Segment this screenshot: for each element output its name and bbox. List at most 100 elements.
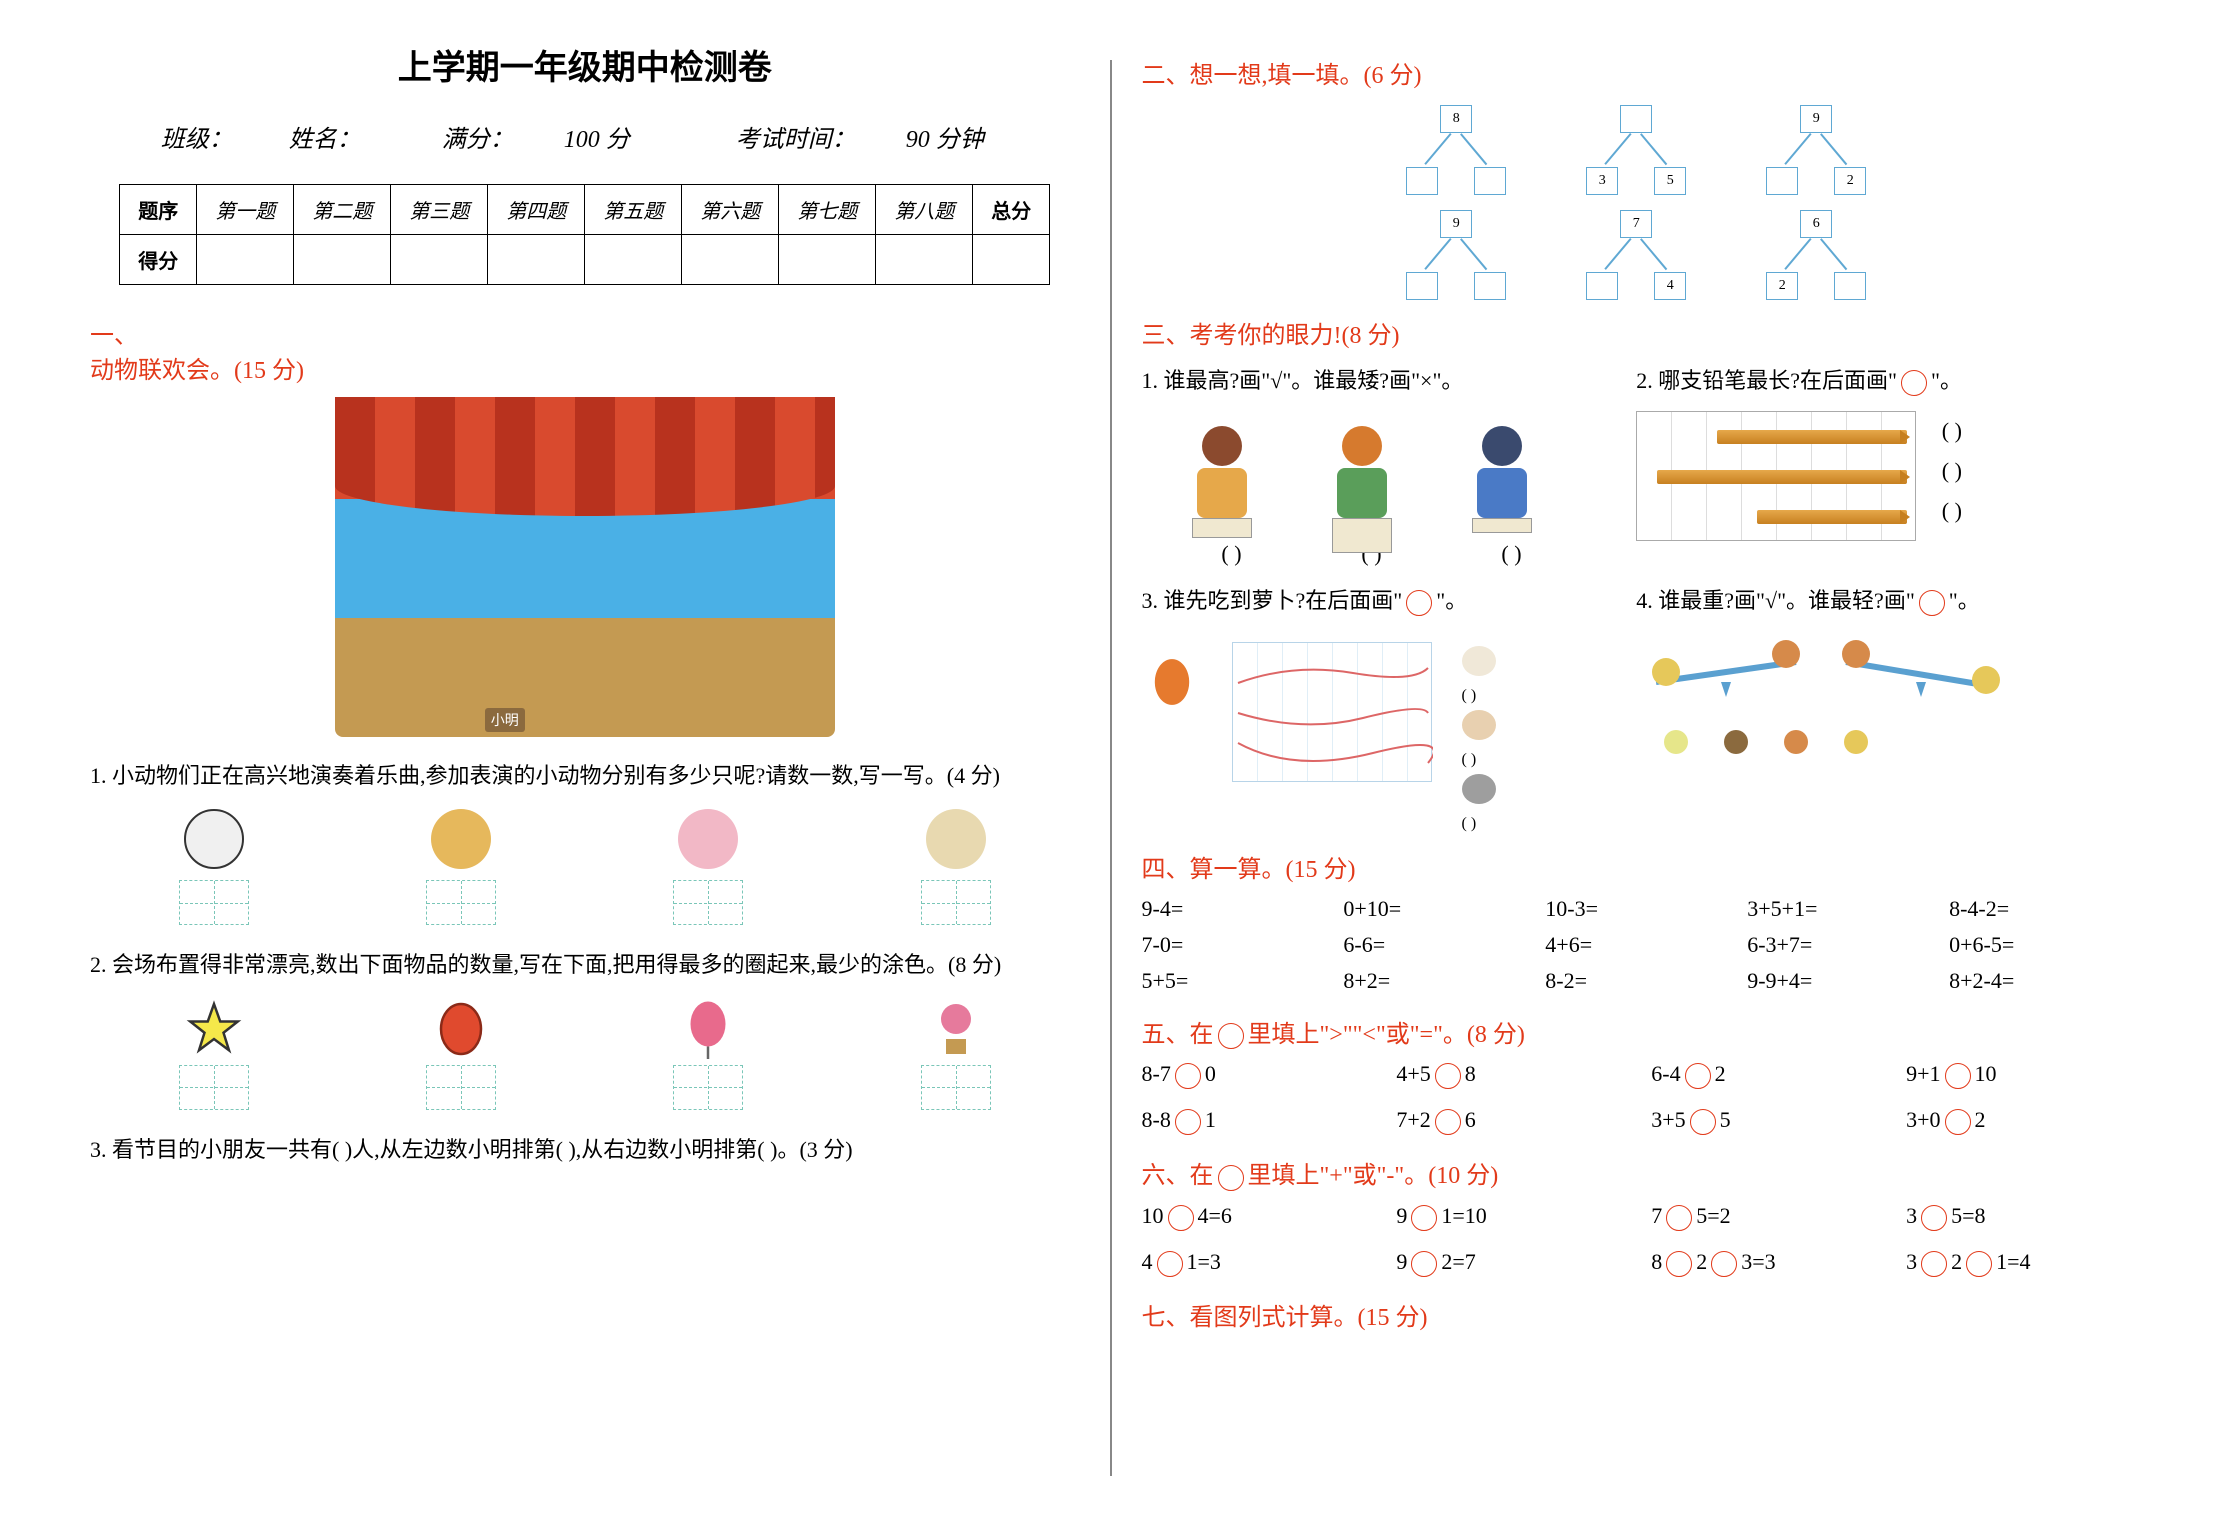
circle-icon [1919,590,1945,616]
flower-pot-icon [926,999,986,1059]
panda-icon [184,809,244,869]
section2-heading: 二、想一想,填一填。(6 分) [1142,55,2132,90]
object-item [179,999,249,1116]
seesaw-illustration [1636,632,2131,772]
calc-item[interactable]: 8+2= [1343,968,1525,994]
pencil-icon [1717,430,1907,444]
total-label: 总分 [973,185,1050,235]
stage-illustration: 小明 [335,397,835,737]
section1-heading: 一、 动物联欢会。(15 分) [90,315,1080,385]
compare-item[interactable]: 4+58 [1396,1061,1621,1089]
maze-animals: ( ) ( ) ( ) [1462,642,1496,834]
compare-item[interactable]: 7+26 [1396,1107,1621,1135]
balloon-icon [678,999,738,1059]
number-bond: 6 2 [1766,210,1866,300]
calc-item[interactable]: 8-2= [1545,968,1727,994]
circle-icon [1218,1023,1244,1049]
number-bond: 9 2 [1766,105,1866,195]
meta-row: 班级： 姓名： 满分：100 分 考试时间：90 分钟 [90,119,1080,154]
op-item[interactable]: 35=8 [1906,1203,2131,1231]
calc-item[interactable]: 9-4= [1142,896,1324,922]
animal-row [90,809,1080,931]
name-label: 姓名： [289,127,361,153]
compare-item[interactable]: 6-42 [1651,1061,1876,1089]
answer-box[interactable] [921,1065,991,1110]
section6-heading: 六、在里填上"+"或"-"。(10 分) [1142,1155,2132,1190]
op-item[interactable]: 92=7 [1396,1249,1621,1277]
circle-icon [1406,590,1432,616]
rabbit2-icon [1462,710,1496,740]
q1-3: 3. 看节目的小朋友一共有( )人,从左边数小明排第( ),从右边数小明排第( … [90,1131,1080,1168]
op-item[interactable]: 75=2 [1651,1203,1876,1231]
object-row [90,999,1080,1116]
fullscore: 满分：100 分 [417,127,661,153]
monkey-icon [431,809,491,869]
compare-item[interactable]: 9+110 [1906,1061,2131,1089]
calc-item[interactable]: 8-4-2= [1949,896,2131,922]
rabbit-icon [1462,646,1496,676]
op-item[interactable]: 41=3 [1142,1249,1367,1277]
answer-box[interactable] [673,1065,743,1110]
op-item[interactable]: 104=6 [1142,1203,1367,1231]
calc-item[interactable]: 10-3= [1545,896,1727,922]
pig-icon [678,809,738,869]
op-item[interactable]: 91=10 [1396,1203,1621,1231]
table-row: 得分 [120,235,1050,285]
compare-item[interactable]: 3+55 [1651,1107,1876,1135]
compare-item[interactable]: 8-70 [1142,1061,1367,1089]
left-page: 上学期一年级期中检测卷 班级： 姓名： 满分：100 分 考试时间：90 分钟 … [60,40,1110,1496]
bond-row-1: 8 3 5 9 2 [1142,105,2132,195]
pencil-chart [1636,411,1916,541]
op-item[interactable]: 321=4 [1906,1249,2131,1277]
calc-grid: 9-4= 0+10= 10-3= 3+5+1= 8-4-2= 7-0= 6-6=… [1142,896,2132,994]
q3-row1: 1. 谁最高?画"√"。谁最矮?画"×"。 2. 哪支铅笔最长?在后面画""。 [1142,362,2132,399]
kids-row [1142,426,1637,536]
sheep-icon [926,809,986,869]
class-label: 班级： [161,127,233,153]
circle-icon [1901,370,1927,396]
duration: 考试时间：90 分钟 [711,127,1009,153]
calc-item[interactable]: 6-6= [1343,932,1525,958]
kid-item [1182,426,1262,536]
section4-heading: 四、算一算。(15 分) [1142,849,2132,884]
calc-item[interactable]: 0+6-5= [1949,932,2131,958]
calc-item[interactable]: 8+2-4= [1949,968,2131,994]
circle-icon [1218,1165,1244,1191]
calc-item[interactable]: 5+5= [1142,968,1324,994]
pencil-answers: ( ) ( ) ( ) [1942,411,1962,531]
answer-box[interactable] [426,880,496,925]
row-label: 题序 [120,185,197,235]
calc-item[interactable]: 9-9+4= [1747,968,1929,994]
maze-chart [1232,642,1432,782]
section7-heading: 七、看图列式计算。(15 分) [1142,1297,2132,1332]
compare-item[interactable]: 8-81 [1142,1107,1367,1135]
q1-1: 1. 小动物们正在高兴地演奏着乐曲,参加表演的小动物分别有多少只呢?请数一数,写… [90,757,1080,794]
answer-box[interactable] [921,880,991,925]
answer-box[interactable] [673,880,743,925]
calc-item[interactable]: 4+6= [1545,932,1727,958]
answer-box[interactable] [179,880,249,925]
calc-item[interactable]: 0+10= [1343,896,1525,922]
answer-box[interactable] [179,1065,249,1110]
score-table: 题序 第一题 第二题 第三题 第四题 第五题 第六题 第七题 第八题 总分 得分 [119,184,1050,285]
calc-item[interactable]: 3+5+1= [1747,896,1929,922]
compare-item[interactable]: 3+02 [1906,1107,2131,1135]
xiaoming-label: 小明 [485,708,525,732]
op-item[interactable]: 823=3 [1651,1249,1876,1277]
row-label: 得分 [120,235,197,285]
q1-2: 2. 会场布置得非常漂亮,数出下面物品的数量,写在下面,把用得最多的圈起来,最少… [90,946,1080,983]
animal-item [921,809,991,931]
calc-item[interactable]: 6-3+7= [1747,932,1929,958]
section3-heading: 三、考考你的眼力!(8 分) [1142,315,2132,350]
object-item [426,999,496,1116]
kid-item [1322,426,1402,536]
section5-heading: 五、在里填上">""<"或"="。(8 分) [1142,1014,2132,1049]
bond-row-2: 9 7 4 6 2 [1142,210,2132,300]
kid-item [1462,426,1542,536]
calc-item[interactable]: 7-0= [1142,932,1324,958]
answer-box[interactable] [426,1065,496,1110]
star-icon [184,999,244,1059]
object-item [921,999,991,1116]
animal-item [426,809,496,931]
op-grid: 104=6 91=10 75=2 35=8 41=3 92=7 823=3 321=4 [1142,1203,2132,1277]
